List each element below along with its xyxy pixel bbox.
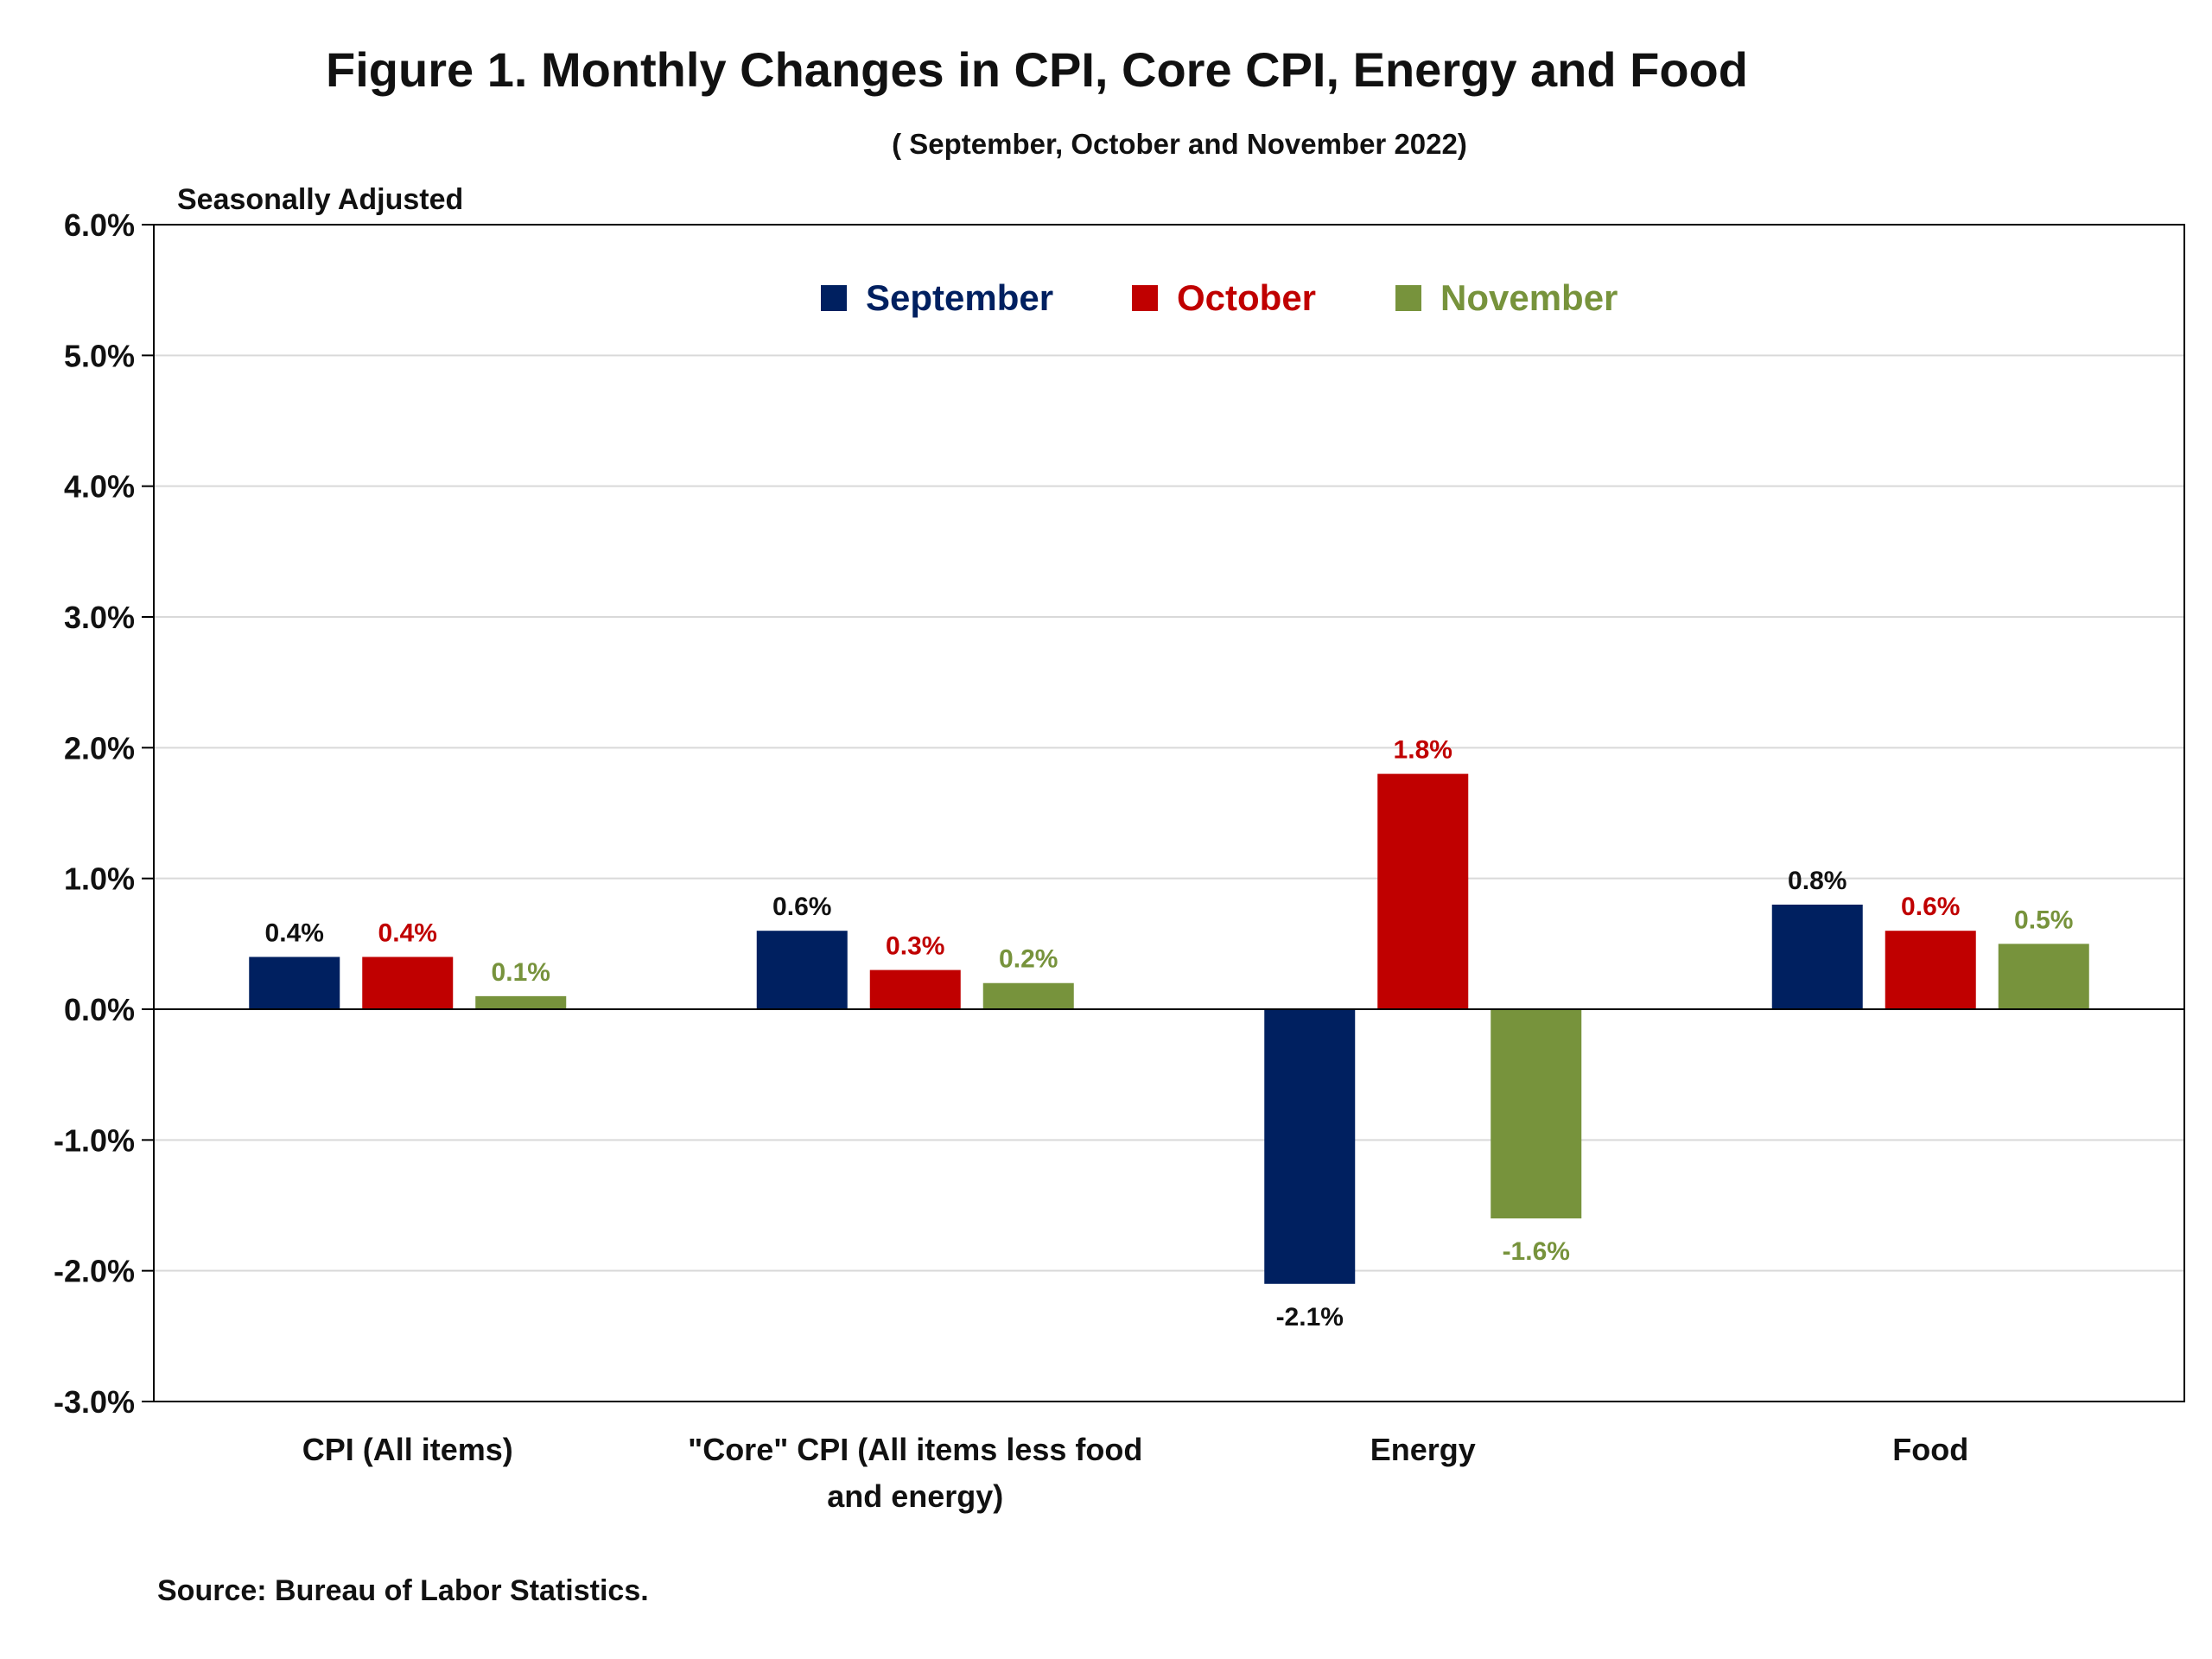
data-label: 0.3% (886, 932, 944, 961)
bar (1885, 931, 1976, 1009)
data-label: 0.6% (772, 893, 831, 921)
legend-label: October (1177, 277, 1316, 318)
bar (982, 982, 1074, 1009)
legend-label: November (1440, 277, 1618, 318)
bar (869, 969, 961, 1009)
data-label: 0.5% (2014, 906, 2073, 934)
bar (475, 995, 567, 1009)
data-label: -2.1% (1276, 1303, 1344, 1332)
legend-swatch (1132, 285, 1158, 311)
data-label: 0.1% (492, 958, 550, 987)
y-tick-label: 4.0% (64, 469, 135, 505)
legend-swatch (821, 285, 847, 311)
axes: -3.0% -2.0% -1.0% 0.0% 1.0% 2.0% 3.0% 4.0% 5.0% 6… (54, 207, 2185, 1514)
legend-label: September (866, 277, 1053, 318)
y-tick-label: 3.0% (64, 600, 135, 635)
category-label: Energy (1370, 1432, 1476, 1467)
y-tick-label: 0.0% (64, 992, 135, 1027)
bar (1377, 773, 1469, 1009)
chart-subtitle: ( September, October and November 2022) (892, 128, 1467, 160)
y-tick-label: -2.0% (54, 1254, 135, 1289)
plot-area-border (153, 224, 2185, 1402)
bar (1264, 1009, 1356, 1284)
y-axis-note: Seasonally Adjusted (177, 183, 463, 216)
data-label: 0.4% (265, 918, 324, 947)
category-label: and energy) (827, 1478, 1003, 1514)
data-label: 1.8% (1394, 736, 1452, 765)
data-label: 0.8% (1788, 867, 1847, 895)
data-label: 0.6% (1901, 893, 1960, 921)
data-label: 0.4% (378, 918, 437, 947)
source-note: Source: Bureau of Labor Statistics. (157, 1574, 649, 1607)
chart-title: Figure 1. Monthly Changes in CPI, Core C… (326, 42, 1748, 97)
bar (362, 957, 454, 1009)
gridlines (154, 354, 2184, 1272)
bar (756, 931, 848, 1009)
bars (249, 773, 2089, 1284)
data-labels: 0.4% 0.6% -2.1% 0.8% 0.4% 0.3% 1.8% 0.6% 0.1% 0.2… (265, 736, 2074, 1332)
y-tick-label: 1.0% (64, 861, 135, 897)
y-tick-label: 2.0% (64, 730, 135, 766)
y-tick-label: -3.0% (54, 1384, 135, 1420)
bar (1491, 1009, 1582, 1219)
legend: September October November (821, 277, 1618, 318)
bar (1771, 904, 1863, 1009)
data-label: 0.2% (999, 945, 1058, 974)
y-tick-label: 5.0% (64, 338, 135, 373)
y-tick-label: -1.0% (54, 1122, 135, 1158)
y-tick-label: 6.0% (64, 207, 135, 243)
data-label: -1.6% (1503, 1237, 1570, 1266)
category-label: Food (1892, 1432, 1968, 1467)
bar (1998, 944, 2089, 1009)
legend-swatch (1395, 285, 1421, 311)
category-label: "Core" CPI (All items less food (688, 1432, 1142, 1467)
bar (249, 957, 340, 1009)
category-label: CPI (All items) (302, 1432, 513, 1467)
